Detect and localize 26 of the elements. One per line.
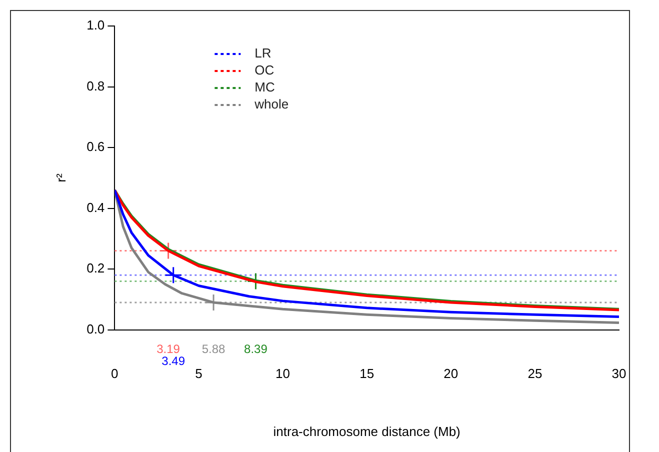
- legend-label: MC: [254, 80, 275, 95]
- legend-label: whole: [254, 96, 289, 112]
- x-tick-label: 25: [528, 366, 542, 382]
- x-tick-label: 30: [612, 366, 626, 382]
- x-tick-label: 20: [444, 366, 458, 382]
- y-tick-label: 0.2: [86, 260, 105, 276]
- text: 5.88: [202, 342, 226, 356]
- x-tick-label: 5: [195, 366, 202, 382]
- point: [164, 266, 182, 284]
- y-tick-label: 1.0: [86, 18, 105, 33]
- x-tick-label: 15: [360, 366, 374, 382]
- text: 8.39: [244, 342, 268, 356]
- text: 3.49: [162, 354, 186, 368]
- y-axis-title: r²: [53, 172, 68, 182]
- y-tick-label: 0.4: [86, 200, 105, 215]
- y-tick-label: 0.0: [86, 321, 105, 336]
- y-tick-label: 0.8: [86, 78, 105, 94]
- x-axis-title: intra-chromosome distance (Mb): [273, 424, 460, 439]
- y-tick-label: 0.6: [86, 139, 105, 154]
- legend-label: LR: [254, 46, 272, 61]
- x-tick-label: 10: [276, 366, 290, 382]
- point: [160, 242, 178, 260]
- text: 3.19: [156, 342, 180, 356]
- point: [204, 294, 222, 312]
- x-tick-label: 0: [111, 366, 118, 382]
- legend-label: OC: [254, 62, 274, 78]
